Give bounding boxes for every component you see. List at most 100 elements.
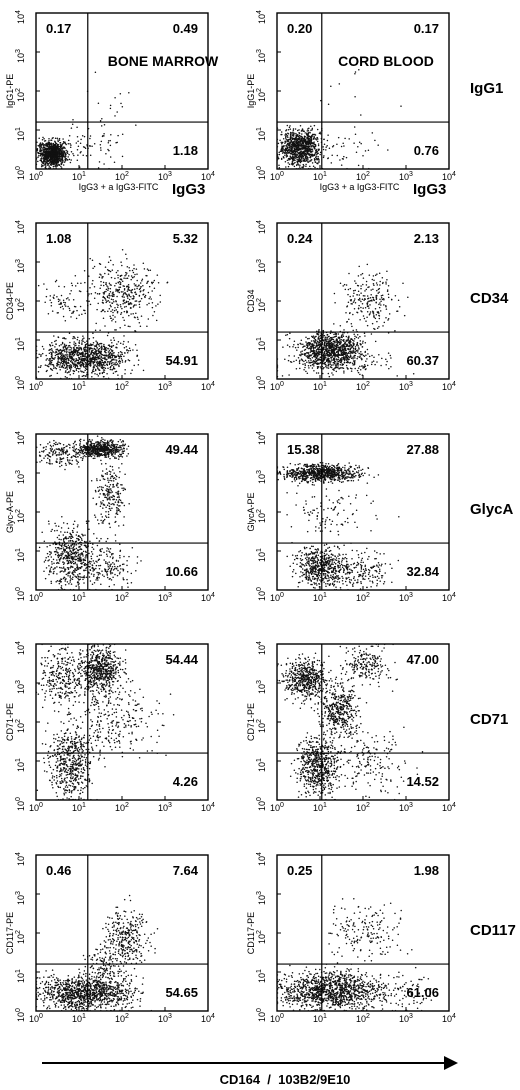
event-dot-0 [288, 159, 290, 161]
event-dot-1 [124, 302, 126, 304]
event-dot-0 [37, 356, 39, 359]
event-dot-0 [313, 124, 316, 127]
event-dot-0 [353, 337, 356, 340]
event-dot-0 [114, 362, 116, 364]
event-dot-0 [352, 329, 354, 332]
event-dot-1 [153, 287, 156, 290]
event-dot-1 [337, 136, 340, 139]
event-dot-0 [285, 166, 287, 168]
event-dot-0 [323, 344, 326, 347]
event-dot-1 [342, 285, 344, 287]
event-dot-0 [107, 357, 110, 359]
event-dot-0 [325, 338, 327, 341]
event-dot-0 [309, 357, 311, 360]
event-dot-0 [107, 361, 109, 363]
event-dot-0 [313, 351, 316, 354]
event-dot-0 [35, 149, 38, 152]
event-dot-2 [50, 304, 53, 307]
control-label: IgG3 [172, 181, 205, 198]
event-dot-0 [45, 370, 48, 373]
event-dot-1 [114, 316, 116, 318]
event-dot-0 [276, 159, 279, 161]
event-dot-1 [357, 145, 359, 148]
event-dot-1 [69, 146, 72, 149]
event-dot-2 [350, 352, 352, 355]
event-dot-0 [100, 366, 103, 369]
event-dot-0 [65, 149, 67, 152]
event-dot-0 [60, 150, 63, 152]
event-dot-0 [49, 151, 52, 153]
event-dot-0 [304, 138, 307, 141]
event-dot-0 [48, 359, 50, 361]
event-dot-2 [358, 68, 360, 71]
event-dot-0 [56, 372, 59, 374]
event-dot-2 [337, 352, 340, 354]
event-dot-2 [37, 284, 40, 287]
x-tick-exponent: 2 [366, 381, 370, 388]
event-dot-0 [76, 364, 78, 367]
event-dot-1 [343, 155, 345, 158]
event-dot-0 [281, 149, 283, 151]
event-dot-0 [110, 346, 113, 348]
event-dot-0 [48, 139, 50, 142]
event-dot-1 [125, 277, 127, 280]
event-dot-0 [330, 353, 333, 356]
event-dot-1 [142, 284, 144, 287]
event-dot-0 [289, 125, 291, 127]
event-dot-1 [138, 321, 141, 324]
event-dot-1 [80, 282, 82, 285]
event-dot-0 [65, 352, 68, 354]
event-dot-1 [110, 305, 112, 308]
event-dot-0 [312, 349, 315, 351]
event-dot-1 [387, 318, 390, 320]
event-dot-1 [367, 305, 370, 307]
event-dot-0 [69, 353, 72, 356]
event-dot-2 [57, 298, 60, 301]
event-dot-0 [337, 336, 340, 339]
y-tick-label: 104 [15, 220, 26, 234]
event-dot-1 [138, 288, 141, 291]
event-dot-2 [51, 310, 54, 312]
event-dot-0 [71, 357, 73, 360]
event-dot-0 [355, 344, 358, 346]
event-dot-0 [307, 151, 309, 154]
event-dot-2 [368, 355, 371, 358]
event-dot-1 [142, 293, 145, 295]
event-dot-2 [313, 360, 316, 362]
x-tick-label: 103 [158, 381, 172, 392]
event-dot-0 [68, 352, 71, 354]
event-dot-2 [333, 368, 335, 370]
event-dot-0 [50, 142, 53, 144]
event-dot-1 [102, 296, 104, 298]
event-dot-0 [307, 351, 309, 354]
event-dot-0 [74, 345, 76, 347]
event-dot-1 [345, 284, 348, 286]
event-dot-0 [100, 352, 102, 355]
event-dot-1 [147, 318, 150, 320]
event-dot-0 [76, 367, 79, 369]
event-dot-0 [322, 329, 325, 332]
event-dot-0 [44, 364, 47, 366]
event-dot-0 [61, 157, 64, 159]
event-dot-0 [323, 334, 326, 337]
event-dot-2 [333, 361, 335, 364]
event-dot-1 [362, 283, 364, 286]
y-tick-label: 102 [15, 298, 26, 312]
event-dot-0 [125, 345, 128, 348]
event-dot-0 [286, 155, 289, 157]
event-dot-1 [366, 303, 369, 306]
event-dot-0 [42, 154, 44, 156]
event-dot-1 [407, 296, 409, 298]
event-dot-0 [305, 159, 308, 162]
event-dot-0 [56, 153, 59, 155]
event-dot-0 [364, 342, 367, 344]
x-tick-label: 101 [313, 381, 327, 392]
event-dot-0 [60, 377, 62, 380]
event-dot-1 [366, 324, 369, 327]
event-dot-1 [98, 293, 101, 295]
event-dot-2 [276, 358, 279, 360]
event-dot-1 [101, 309, 104, 311]
event-dot-0 [293, 165, 296, 168]
event-dot-1 [377, 288, 380, 291]
event-dot-0 [48, 162, 50, 165]
